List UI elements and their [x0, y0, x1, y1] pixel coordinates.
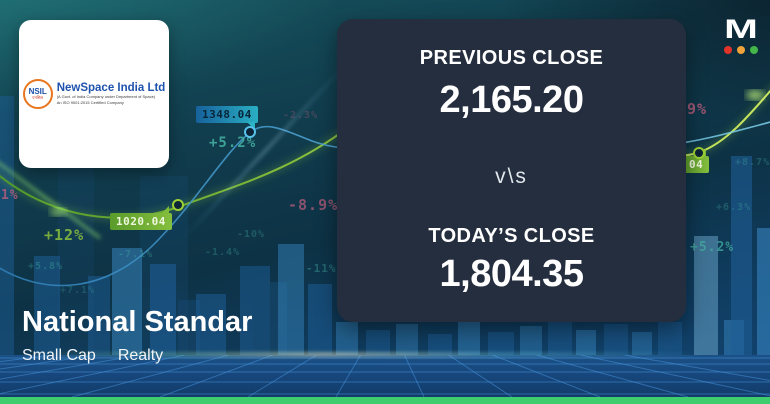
green-beam: [0, 162, 101, 240]
perspective-grid-floor: [0, 355, 770, 397]
grid-floor-lines: [0, 355, 770, 397]
percent-label: -1.4%: [205, 247, 241, 258]
chart-point-marker: [693, 147, 705, 159]
decor-bar: [757, 228, 770, 358]
grid-line: [404, 355, 425, 397]
tag-sector: Realty: [117, 347, 164, 364]
chart-point-marker: [244, 126, 256, 138]
decor-bar: [520, 326, 542, 358]
decor-bar: [458, 322, 480, 358]
nsil-abbr-devanagari: एनसिल: [32, 95, 44, 100]
publisher-logo-dots: [716, 46, 766, 54]
decor-bar: [694, 236, 718, 358]
percent-label: -8.9%: [288, 196, 339, 214]
publisher-logo-letter: M: [724, 14, 758, 44]
previous-close-label: PREVIOUS CLOSE: [419, 47, 604, 69]
decor-bar: [278, 244, 304, 358]
grid-line: [580, 355, 770, 397]
percent-label: +5.2%: [690, 240, 735, 255]
light-beam: [181, 59, 351, 241]
decor-bar: [34, 256, 60, 358]
decor-bar: [366, 330, 390, 358]
grid-line: [448, 355, 513, 397]
percent-label: -11%: [306, 262, 337, 275]
company-logo-card: NSIL एनसिल NewSpace India Ltd (A Govt. o…: [19, 20, 169, 168]
decor-bar: [632, 332, 652, 358]
company-tagline-2: An ISO 9001:2015 Certified Company: [56, 100, 124, 106]
price-comparison-card: PREVIOUS CLOSE 2,165.20 v\s TODAY’S CLOS…: [337, 19, 686, 322]
percent-label: +8.7%: [735, 157, 770, 168]
price-flag: 1020.04: [110, 206, 172, 230]
green-glow-spot: [746, 90, 764, 100]
grid-line: [247, 355, 317, 397]
decor-bar: [178, 300, 200, 358]
nsil-text-block: NewSpace India Ltd (A Govt. of India Com…: [57, 82, 166, 107]
bottom-accent-bar: [0, 397, 770, 404]
decor-bar: [576, 330, 596, 358]
nsil-abbr: NSIL: [28, 87, 47, 96]
percent-label: -2.3%: [283, 110, 319, 121]
decor-bar: [196, 294, 226, 358]
versus-label: v\s: [495, 165, 528, 188]
grid-line: [0, 355, 97, 370]
index-info: National Standar Small Cap Realty: [22, 307, 252, 365]
percent-label: +12%: [44, 226, 85, 244]
percent-label: +6.3%: [716, 202, 752, 213]
percent-label: -7.1%: [118, 249, 154, 260]
percent-label: +5.8%: [28, 261, 64, 272]
percent-label: +5.2%: [209, 135, 257, 151]
nsil-logo-circle: NSIL एनसिल: [22, 79, 53, 109]
grid-line: [0, 355, 185, 395]
grid-line: [335, 355, 361, 397]
decor-bar: [548, 322, 572, 358]
grid-line: [71, 355, 229, 397]
decor-bar: [488, 332, 514, 358]
publisher-logo: M: [716, 16, 766, 54]
decor-bar: [658, 322, 682, 358]
decor-bar: [396, 324, 418, 358]
grid-line: [492, 355, 601, 397]
todays-close-value: 1,804.35: [439, 253, 584, 295]
grid-line: [536, 355, 689, 397]
publisher-logo-dot: [750, 46, 758, 54]
percent-label: 1%: [1, 188, 19, 203]
percent-label: 9%: [687, 100, 708, 118]
decor-bar: [428, 334, 452, 358]
percent-label: +7.1%: [60, 285, 96, 296]
grid-line: [624, 355, 770, 382]
decor-bar: [88, 276, 110, 358]
percent-label: -10%: [237, 229, 266, 240]
company-name: NewSpace India Ltd: [56, 81, 166, 94]
green-glow-spot: [50, 208, 66, 216]
horizon-glow: [0, 352, 770, 357]
decor-bar: [150, 264, 176, 358]
decor-bar: [604, 324, 628, 358]
nsil-logo: NSIL एनसिल NewSpace India Ltd (A Govt. o…: [17, 79, 172, 109]
company-tagline-1: (A Govt. of India Company under Departme…: [56, 94, 156, 100]
price-flag: 1348.04: [196, 106, 258, 130]
publisher-logo-dot: [737, 46, 745, 54]
tag-market-cap: Small Cap: [22, 347, 96, 364]
index-name: National Standar: [22, 306, 253, 338]
todays-close-label: TODAY’S CLOSE: [428, 225, 595, 247]
decor-bar: [336, 322, 358, 358]
decor-bar: [0, 96, 14, 358]
previous-close-value: 2,165.20: [439, 79, 584, 121]
grid-line: [159, 355, 273, 397]
publisher-logo-dot: [724, 46, 732, 54]
chart-point-marker: [172, 199, 184, 211]
grid-line: [0, 355, 141, 380]
decor-bar: [253, 282, 287, 358]
decor-bar: [731, 156, 752, 358]
index-tags: Small Cap Realty: [22, 347, 252, 365]
decor-bar: [308, 284, 332, 358]
